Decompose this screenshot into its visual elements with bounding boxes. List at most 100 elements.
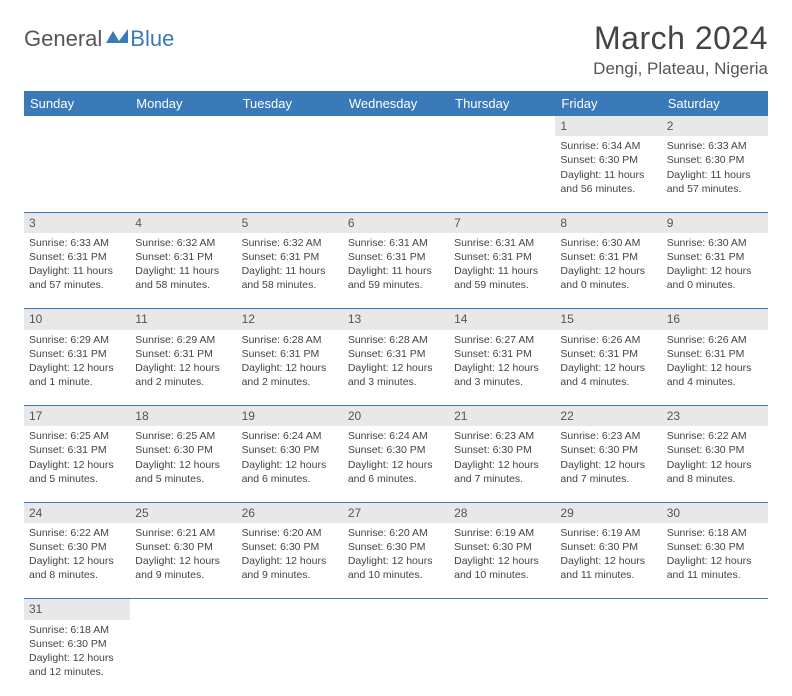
day-line: Sunset: 6:30 PM xyxy=(667,443,763,457)
day-line: Daylight: 12 hours xyxy=(29,651,125,665)
weekday-header: Wednesday xyxy=(343,91,449,116)
day-line: Sunset: 6:31 PM xyxy=(135,347,231,361)
calendar-table: SundayMondayTuesdayWednesdayThursdayFrid… xyxy=(24,91,768,696)
day-line: Daylight: 12 hours xyxy=(29,554,125,568)
day-line: Sunset: 6:31 PM xyxy=(242,250,338,264)
day-number: 30 xyxy=(662,502,768,523)
day-number: 17 xyxy=(24,406,130,427)
day-number: 19 xyxy=(237,406,343,427)
day-line: Daylight: 11 hours xyxy=(242,264,338,278)
day-cell: Sunrise: 6:24 AMSunset: 6:30 PMDaylight:… xyxy=(343,426,449,502)
day-line: and 57 minutes. xyxy=(29,278,125,292)
day-line: and 3 minutes. xyxy=(348,375,444,389)
day-line: Daylight: 12 hours xyxy=(135,361,231,375)
day-number: 10 xyxy=(24,309,130,330)
day-line: and 0 minutes. xyxy=(667,278,763,292)
day-number: 16 xyxy=(662,309,768,330)
day-line: and 58 minutes. xyxy=(135,278,231,292)
day-line: Sunrise: 6:29 AM xyxy=(29,333,125,347)
day-cell xyxy=(555,620,661,696)
day-line: Daylight: 11 hours xyxy=(560,168,656,182)
day-number: 27 xyxy=(343,502,449,523)
content-row: Sunrise: 6:25 AM Sunset: 6:31 PM Daylight:… xyxy=(24,426,768,502)
content-row: Sunrise: 6:33 AMSunset: 6:31 PMDaylight:… xyxy=(24,233,768,309)
day-number: 9 xyxy=(662,212,768,233)
day-number: 6 xyxy=(343,212,449,233)
day-cell: Sunrise: 6:29 AMSunset: 6:31 PMDaylight:… xyxy=(24,330,130,406)
day-line: Sunrise: 6:33 AM xyxy=(29,236,125,250)
day-number: 1 xyxy=(555,116,661,136)
day-number: 7 xyxy=(449,212,555,233)
day-line: Sunset: 6:31 PM xyxy=(29,250,125,264)
day-line: Sunset: 6:31 PM xyxy=(454,250,550,264)
day-line: and 12 minutes. xyxy=(29,665,125,679)
day-line: Sunset: 6:31 PM xyxy=(348,347,444,361)
day-line: Sunset: 6:31 PM xyxy=(454,347,550,361)
day-number: 2 xyxy=(662,116,768,136)
day-number xyxy=(343,599,449,620)
day-line: and 6 minutes. xyxy=(242,472,338,486)
day-line: Sunrise: 6:18 AM xyxy=(667,526,763,540)
day-line: Daylight: 12 hours xyxy=(29,361,125,375)
day-line: Sunset: 6:30 PM xyxy=(135,540,231,554)
day-number xyxy=(237,116,343,136)
calendar-head: SundayMondayTuesdayWednesdayThursdayFrid… xyxy=(24,91,768,116)
day-number: 25 xyxy=(130,502,236,523)
day-line: Sunrise: 6:25 AM xyxy=(135,429,231,443)
day-number xyxy=(237,599,343,620)
day-line: and 59 minutes. xyxy=(348,278,444,292)
day-line: Sunrise: 6:30 AM xyxy=(560,236,656,250)
day-line: Sunset: 6:30 PM xyxy=(242,540,338,554)
day-cell xyxy=(449,620,555,696)
day-line: Sunrise: 6:28 AM xyxy=(242,333,338,347)
day-line: Sunrise: 6:23 AM xyxy=(454,429,550,443)
day-line: Sunrise: 6:29 AM xyxy=(135,333,231,347)
day-cell: Sunrise: 6:28 AMSunset: 6:31 PMDaylight:… xyxy=(237,330,343,406)
weekday-header: Tuesday xyxy=(237,91,343,116)
day-line: and 59 minutes. xyxy=(454,278,550,292)
day-number xyxy=(343,116,449,136)
day-line: Daylight: 11 hours xyxy=(135,264,231,278)
daynum-row: 12 xyxy=(24,116,768,136)
day-line: and 10 minutes. xyxy=(454,568,550,582)
daynum-row: 24252627282930 xyxy=(24,502,768,523)
day-line: and 3 minutes. xyxy=(454,375,550,389)
day-line: Sunrise: 6:31 AM xyxy=(348,236,444,250)
day-line: Daylight: 11 hours xyxy=(667,168,763,182)
day-line: and 5 minutes. xyxy=(29,472,125,486)
day-line: Sunrise: 6:32 AM xyxy=(242,236,338,250)
day-cell: Sunrise: 6:33 AMSunset: 6:31 PMDaylight:… xyxy=(24,233,130,309)
day-cell: Sunrise: 6:32 AMSunset: 6:31 PMDaylight:… xyxy=(237,233,343,309)
day-line: Sunrise: 6:24 AM xyxy=(242,429,338,443)
day-cell: Sunrise: 6:18 AMSunset: 6:30 PMDaylight:… xyxy=(24,620,130,696)
day-cell: Sunrise: 6:31 AMSunset: 6:31 PMDaylight:… xyxy=(449,233,555,309)
day-line: Daylight: 12 hours xyxy=(454,361,550,375)
day-line: and 2 minutes. xyxy=(135,375,231,389)
calendar-body: 12Sunrise: 6:34 AMSunset: 6:30 PMDayligh… xyxy=(24,116,768,696)
day-cell: Sunrise: 6:25 AMSunset: 6:31 PMDaylight:… xyxy=(24,426,130,502)
day-cell: Sunrise: 6:28 AMSunset: 6:31 PMDaylight:… xyxy=(343,330,449,406)
day-cell: Sunrise: 6:33 AMSunset: 6:30 PMDaylight:… xyxy=(662,136,768,212)
day-number: 26 xyxy=(237,502,343,523)
day-line: Daylight: 12 hours xyxy=(135,458,231,472)
day-line: Sunset: 6:31 PM xyxy=(560,250,656,264)
logo: General Blue xyxy=(24,20,174,52)
day-line: Sunset: 6:31 PM xyxy=(29,347,125,361)
day-line: Daylight: 12 hours xyxy=(454,458,550,472)
day-line: Sunrise: 6:20 AM xyxy=(242,526,338,540)
day-line: and 0 minutes. xyxy=(560,278,656,292)
day-number xyxy=(24,116,130,136)
day-line: Daylight: 12 hours xyxy=(348,361,444,375)
day-cell: Sunrise: 6:24 AMSunset: 6:30 PMDaylight:… xyxy=(237,426,343,502)
day-cell: Sunrise: 6:20 AMSunset: 6:30 PMDaylight:… xyxy=(237,523,343,599)
day-cell: Sunrise: 6:29 AMSunset: 6:31 PMDaylight:… xyxy=(130,330,236,406)
day-line: and 7 minutes. xyxy=(560,472,656,486)
day-cell: Sunrise: 6:25 AMSunset: 6:30 PMDaylight:… xyxy=(130,426,236,502)
daynum-row: 10111213141516 xyxy=(24,309,768,330)
day-line: Daylight: 12 hours xyxy=(348,554,444,568)
day-line: Sunset: 6:30 PM xyxy=(560,443,656,457)
content-row: Sunrise: 6:29 AMSunset: 6:31 PMDaylight:… xyxy=(24,330,768,406)
weekday-header: Thursday xyxy=(449,91,555,116)
day-line: Sunrise: 6:27 AM xyxy=(454,333,550,347)
day-line: Sunset: 6:31 PM xyxy=(29,443,125,457)
